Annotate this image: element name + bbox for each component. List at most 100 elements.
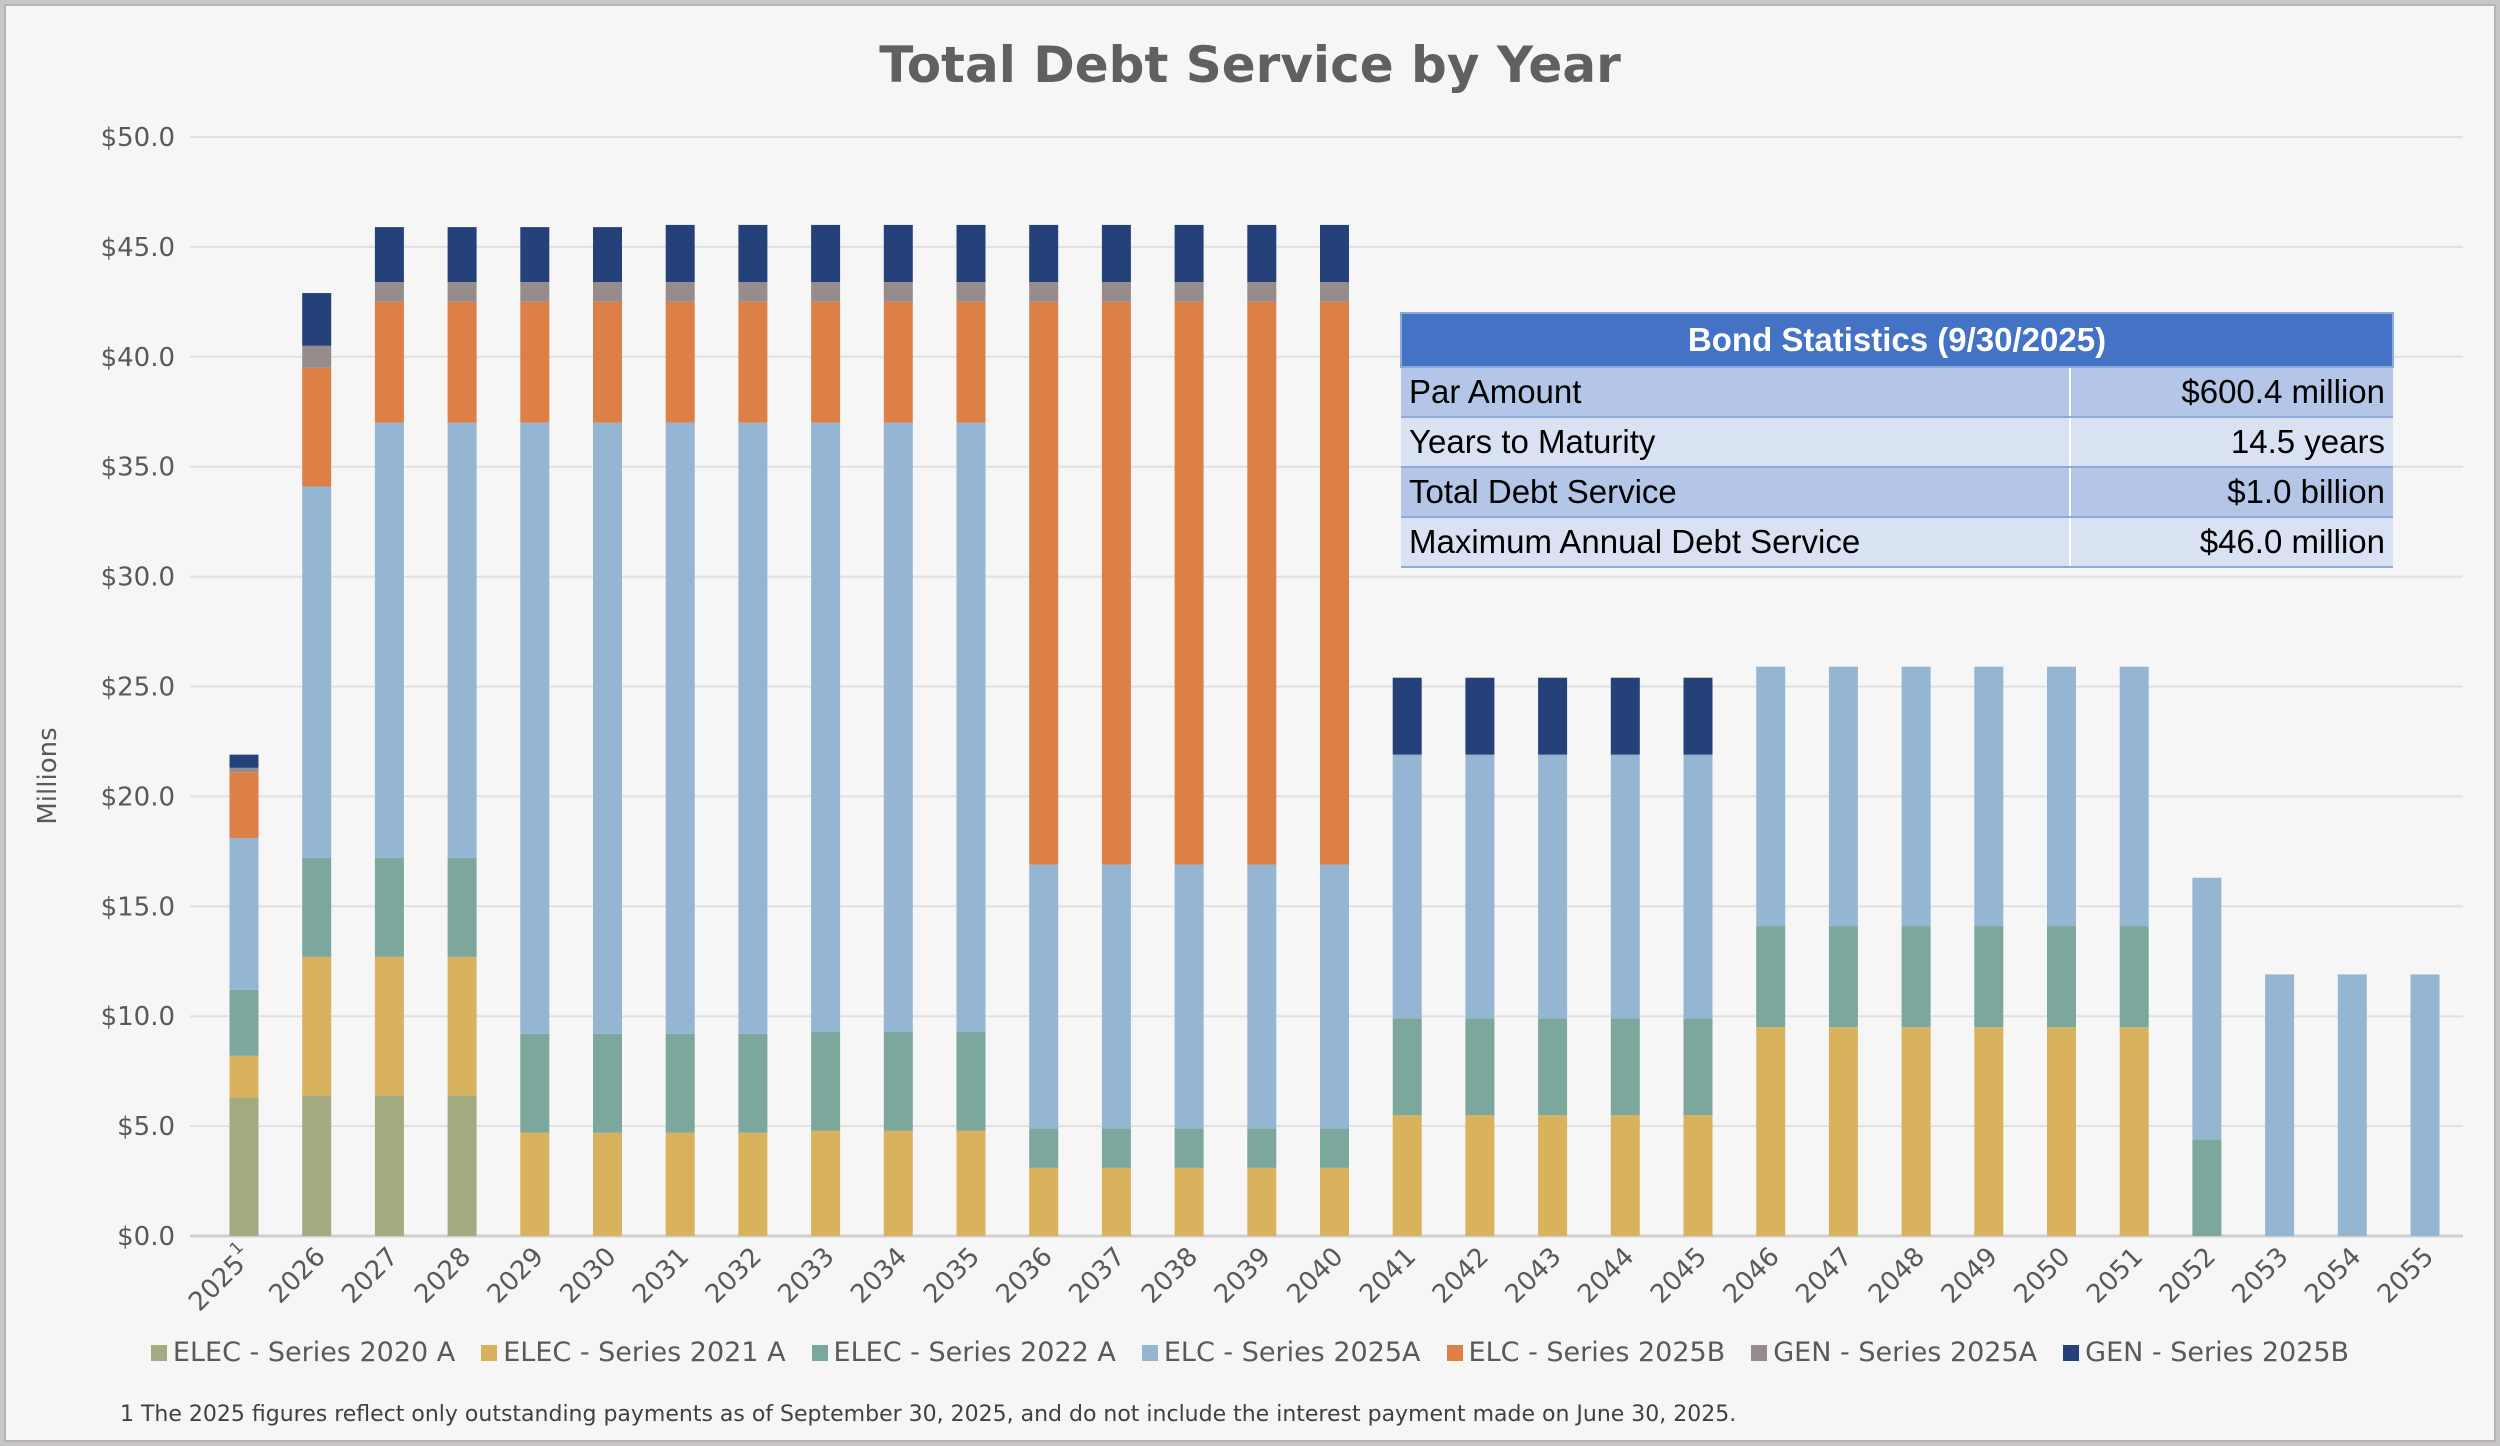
row-value: $600.4 million (2069, 366, 2393, 418)
bar-segment (883, 301, 913, 423)
table-row: Years to Maturity 14.5 years (1401, 416, 2393, 468)
bar-segment (1465, 754, 1495, 1019)
y-tick-label: $40.0 (101, 343, 175, 373)
x-tick-label: 2032 (700, 1242, 768, 1310)
bar-segment (1320, 301, 1349, 865)
bar-segment (1101, 1128, 1131, 1168)
bar-segment (2047, 926, 2076, 1028)
x-tick-label: 2046 (1718, 1242, 1786, 1310)
x-tick-label: 2049 (1936, 1242, 2004, 1310)
x-tick-label: 2048 (1863, 1242, 1931, 1310)
bar-segment (811, 301, 841, 423)
legend-item: GEN - Series 2025B (2063, 1337, 2349, 1368)
bar-segment (1174, 864, 1204, 1129)
bar-segment (811, 224, 841, 283)
bar-segment (1610, 1018, 1640, 1116)
legend: ELEC - Series 2020 A ELEC - Series 2021 A… (0, 1337, 2500, 1368)
legend-item: ELEC - Series 2022 A (811, 1337, 1116, 1368)
bar-segment (1029, 864, 1059, 1129)
bar-segment (1247, 282, 1277, 302)
bar-segment (811, 422, 841, 1032)
x-tick-label: 2050 (2008, 1242, 2076, 1310)
x-tick-label: 2035 (918, 1242, 986, 1310)
bar-segment (374, 301, 404, 423)
bar-segment (593, 422, 622, 1034)
bar-segment (1538, 754, 1568, 1019)
bar-segment (811, 1031, 841, 1131)
bar-segment (1247, 1167, 1277, 1236)
bar-segment (520, 1132, 550, 1236)
bar-segment (1901, 926, 1931, 1028)
bar-segment (302, 345, 332, 368)
x-tick-label: 2055 (2372, 1242, 2440, 1310)
legend-swatch (1751, 1344, 1768, 1361)
bar-segment (447, 857, 477, 957)
bar-segment (738, 224, 768, 283)
bar-segment (1610, 677, 1640, 755)
x-tick-label: 20251 (179, 1237, 259, 1317)
y-tick-label: $10.0 (101, 1002, 175, 1032)
legend-label: GEN - Series 2025B (2085, 1337, 2350, 1368)
bar-segment (2047, 666, 2076, 927)
bar-segment (1029, 301, 1059, 865)
legend-label: ELEC - Series 2021 A (503, 1337, 786, 1368)
bar-segment (738, 301, 768, 423)
bar-segment (2265, 974, 2295, 1236)
bar-segment (1101, 864, 1131, 1129)
bar-segment (1465, 677, 1495, 755)
bar-segment (593, 1132, 622, 1236)
bar-segment (1974, 926, 2004, 1028)
bar-segment (883, 224, 913, 283)
bar-segment (1029, 224, 1059, 283)
bar-segment (1610, 754, 1640, 1019)
bar-segment (229, 989, 259, 1056)
y-tick-label: $20.0 (101, 782, 175, 812)
x-tick-label: 2039 (1209, 1242, 1277, 1310)
bar-segment (302, 367, 332, 487)
bar-segment (1828, 666, 1858, 927)
bar-segment (1465, 1018, 1495, 1116)
row-label: Maximum Annual Debt Service (1401, 516, 2070, 568)
bar-segment (1174, 282, 1204, 302)
bar-segment (883, 1130, 913, 1236)
bar-segment (374, 857, 404, 957)
bar-segment (374, 1095, 404, 1236)
legend-swatch (150, 1344, 167, 1361)
bar-segment (956, 1031, 986, 1131)
bar-segment (1538, 677, 1568, 755)
legend-swatch (2063, 1344, 2080, 1361)
bar-segment (1538, 1018, 1568, 1116)
bar-segment (1247, 301, 1277, 865)
bar-segment (811, 282, 841, 302)
bar-segment (2119, 666, 2149, 927)
bar-segment (665, 301, 695, 423)
table-row: Maximum Annual Debt Service $46.0 million (1401, 516, 2393, 568)
bar-segment (229, 767, 259, 773)
bar-segment (229, 772, 259, 839)
y-tick-label: $25.0 (101, 673, 175, 703)
bar-segment (229, 838, 259, 990)
bar-segment (1756, 926, 1786, 1028)
x-tick-label: 2034 (845, 1242, 913, 1310)
bar-segment (956, 1130, 986, 1236)
bar-segment (738, 1132, 768, 1236)
x-tick-label: 2031 (627, 1242, 695, 1310)
bar-segment (1247, 224, 1277, 283)
table-title: Bond Statistics (9/30/2025) (1400, 312, 2394, 368)
bar-segment (1101, 224, 1131, 283)
y-tick-label: $0.0 (117, 1222, 175, 1252)
x-tick-label: 2040 (1281, 1242, 1349, 1310)
x-tick-label: 2044 (1572, 1242, 1640, 1310)
row-value: $1.0 billion (2069, 466, 2393, 518)
legend-label: ELEC - Series 2020 A (172, 1337, 456, 1368)
row-value: 14.5 years (2069, 416, 2393, 468)
y-tick-label: $5.0 (117, 1112, 175, 1142)
x-tick-label: 2047 (1790, 1242, 1858, 1310)
bar-segment (2119, 926, 2149, 1028)
x-tick-label: 2043 (1500, 1242, 1568, 1310)
x-tick-label: 2028 (409, 1242, 477, 1310)
bar-segment (1683, 754, 1713, 1019)
y-tick-label: $50.0 (101, 123, 175, 153)
row-label: Par Amount (1401, 366, 2070, 418)
legend-item: ELEC - Series 2021 A (481, 1337, 786, 1368)
